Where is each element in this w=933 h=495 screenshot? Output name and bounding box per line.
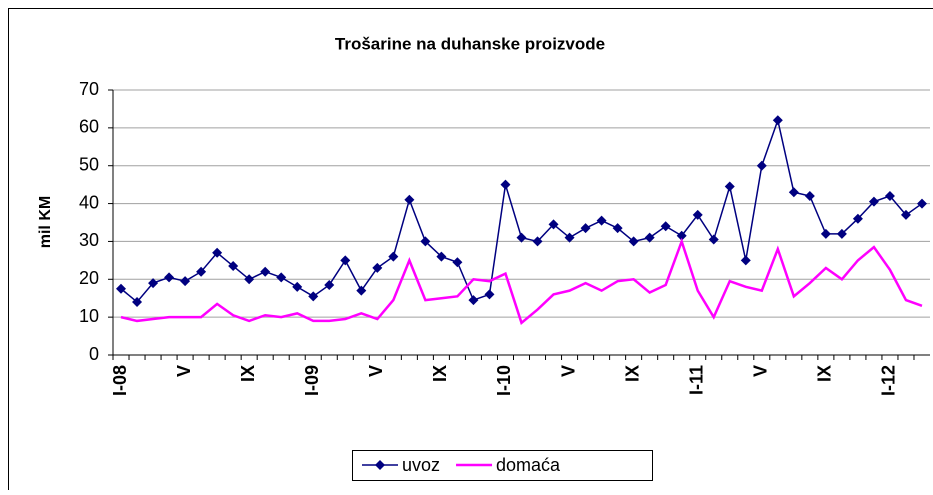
x-tick-label: IX — [430, 365, 450, 382]
legend-label: domaća — [496, 455, 561, 475]
x-tick-label: IX — [622, 365, 642, 382]
y-tick-label: 30 — [79, 230, 99, 250]
chart-title: Trošarine na duhanske proizvode — [335, 34, 605, 53]
legend-label: uvoz — [402, 455, 440, 475]
x-tick-label: IX — [815, 365, 835, 382]
y-tick-label: 70 — [79, 79, 99, 99]
x-tick-label: V — [366, 365, 386, 377]
x-tick-label: I-12 — [879, 365, 899, 396]
x-tick-label: I-11 — [686, 365, 706, 395]
x-tick-label: IX — [238, 365, 258, 382]
y-tick-label: 50 — [79, 154, 99, 174]
y-tick-label: 20 — [79, 268, 99, 288]
y-tick-label: 40 — [79, 192, 99, 212]
y-axis-label: mil KM — [37, 196, 54, 248]
x-tick-label: V — [558, 365, 578, 377]
y-tick-label: 0 — [89, 344, 99, 364]
chart-border — [9, 9, 933, 491]
x-tick-label: I-09 — [302, 365, 322, 396]
y-tick-label: 60 — [79, 117, 99, 137]
x-tick-label: I-08 — [110, 365, 130, 396]
y-tick-label: 10 — [79, 306, 99, 326]
x-tick-label: I-10 — [494, 365, 514, 396]
x-tick-label: V — [174, 365, 194, 377]
x-tick-label: V — [751, 365, 771, 377]
